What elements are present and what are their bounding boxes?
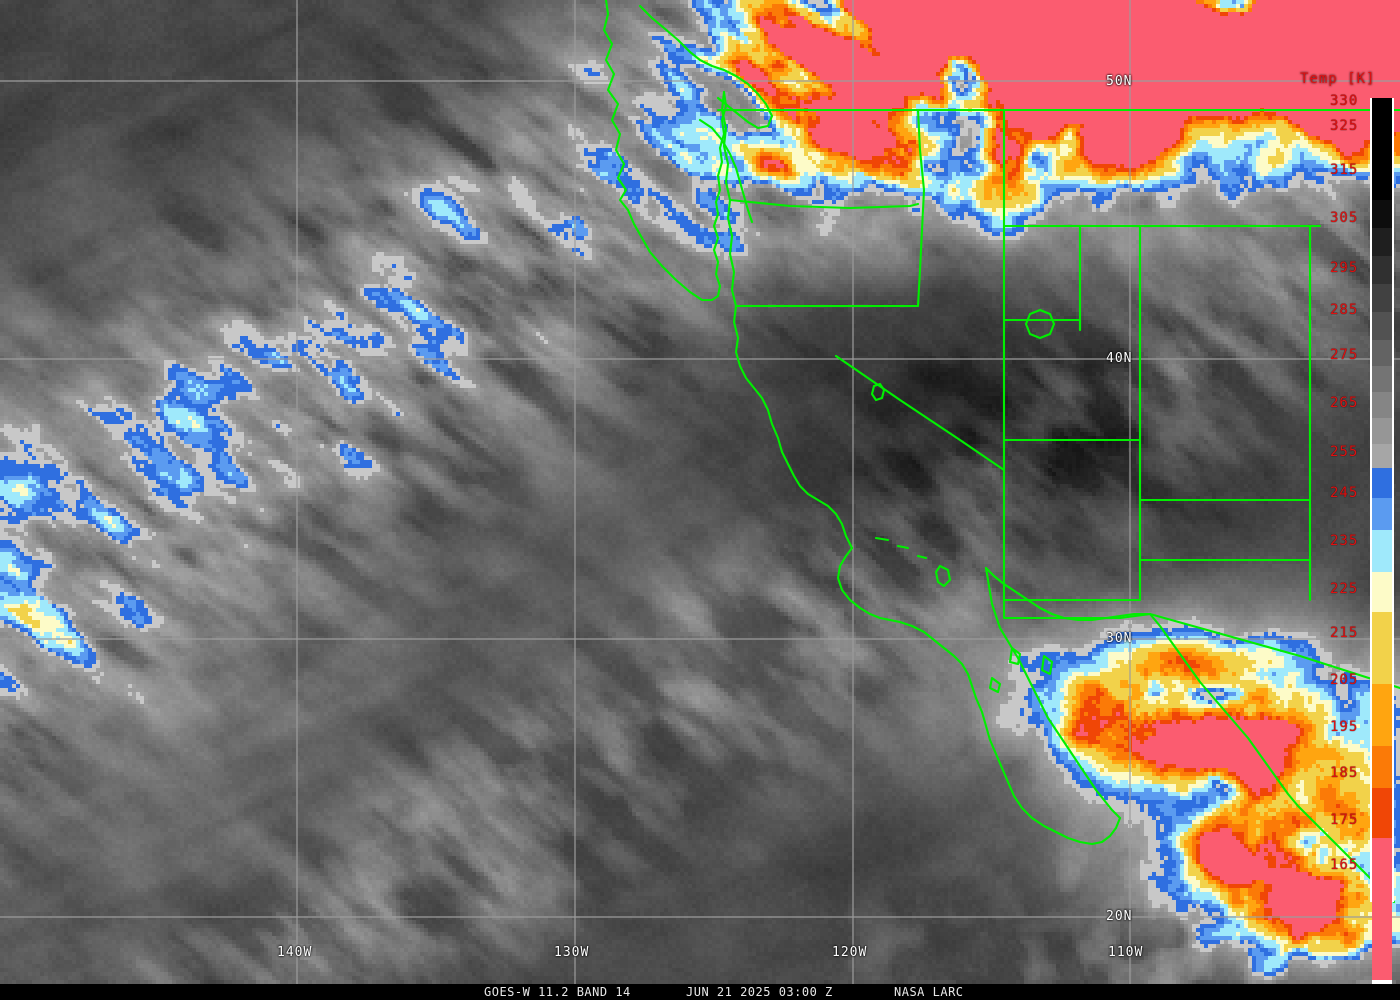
colorbar-segment (1372, 788, 1392, 838)
graticule-label: 40N (1106, 351, 1133, 366)
colorbar-segment (1372, 392, 1392, 418)
colorbar-tick-label: 305 (1330, 210, 1359, 226)
colorbar-segment (1372, 612, 1392, 684)
graticule-label: 50N (1106, 74, 1133, 89)
colorbar-tick-label: 245 (1330, 485, 1359, 501)
border-path (916, 108, 926, 308)
colorbar-segment (1372, 530, 1392, 572)
colorbar-segment (1372, 256, 1392, 284)
colorbar-segment (1372, 366, 1392, 392)
coastline-and-border-lines (602, 0, 1400, 904)
colorbar-segment (1372, 200, 1392, 228)
colorbar-tick-label: 185 (1330, 765, 1359, 781)
colorbar-segment (1372, 838, 1392, 980)
border-path (984, 566, 1122, 820)
border-path (1002, 612, 1152, 620)
border-path (934, 564, 952, 588)
colorbar-segment (1372, 312, 1392, 340)
border-path (988, 676, 1002, 694)
caption-credit: NASA LARC (894, 985, 964, 999)
colorbar-segment (1372, 684, 1392, 746)
border-path (874, 536, 928, 560)
caption-sensor: GOES-W 11.2 BAND 14 (484, 985, 631, 999)
border-path (1024, 308, 1056, 340)
colorbar-tick-label: 165 (1330, 857, 1359, 873)
caption-bar: GOES-W 11.2 BAND 14 JUN 21 2025 03:00 Z … (0, 984, 1400, 1000)
colorbar-segment (1372, 284, 1392, 312)
graticule-label: 130W (554, 945, 590, 960)
colorbar-segment (1372, 746, 1392, 788)
border-path (1002, 318, 1082, 332)
colorbar-tick-label: 255 (1330, 444, 1359, 460)
colorbar-tick-label: 205 (1330, 672, 1359, 688)
colorbar-segment (1372, 418, 1392, 444)
colorbar-segment (1372, 104, 1392, 200)
border-path (1040, 654, 1054, 676)
colorbar-tick-label: 295 (1330, 260, 1359, 276)
graticule-label: 110W (1108, 945, 1144, 960)
border-path (602, 0, 728, 302)
border-path (638, 4, 774, 130)
border-path (720, 90, 854, 550)
graticule-label: 20N (1106, 909, 1133, 924)
border-path (984, 566, 1152, 622)
border-path (974, 696, 1122, 846)
colorbar-tick-label: 275 (1330, 347, 1359, 363)
colorbar-segment (1372, 98, 1392, 104)
colorbar-title: Temp [K] (1300, 71, 1376, 87)
colorbar-tick-label: 175 (1330, 812, 1359, 828)
colorbar-segment (1372, 498, 1392, 530)
colorbar-segment (1372, 572, 1392, 612)
colorbar-tick-label: 225 (1330, 581, 1359, 597)
colorbar-segment (1372, 468, 1392, 498)
colorbar-segment (1372, 444, 1392, 468)
border-path (728, 198, 920, 210)
colorbar-tick-label: 315 (1330, 162, 1359, 178)
border-path (698, 118, 754, 224)
colorbar-tick-label: 330 (1330, 93, 1359, 109)
graticule-label: 30N (1106, 631, 1133, 646)
graticule-label: 120W (832, 945, 868, 960)
border-path (1148, 612, 1400, 690)
border-path (870, 382, 886, 402)
colorbar-tick-label: 195 (1330, 719, 1359, 735)
graticule-label: 140W (277, 945, 313, 960)
colorbar-segment (1372, 340, 1392, 366)
colorbar-tick-label: 285 (1330, 302, 1359, 318)
border-path (834, 354, 1006, 472)
temperature-colorbar (1368, 98, 1394, 1000)
border-path (836, 546, 978, 700)
colorbar-tick-label: 265 (1330, 395, 1359, 411)
border-path (1008, 646, 1022, 666)
border-path (1148, 612, 1396, 904)
caption-timestamp: JUN 21 2025 03:00 Z (686, 985, 833, 999)
colorbar-tick-label: 215 (1330, 625, 1359, 641)
colorbar-tick-label: 235 (1330, 533, 1359, 549)
colorbar-gradient (1370, 98, 1394, 1000)
colorbar-tick-label: 325 (1330, 118, 1359, 134)
colorbar-segment (1372, 228, 1392, 256)
